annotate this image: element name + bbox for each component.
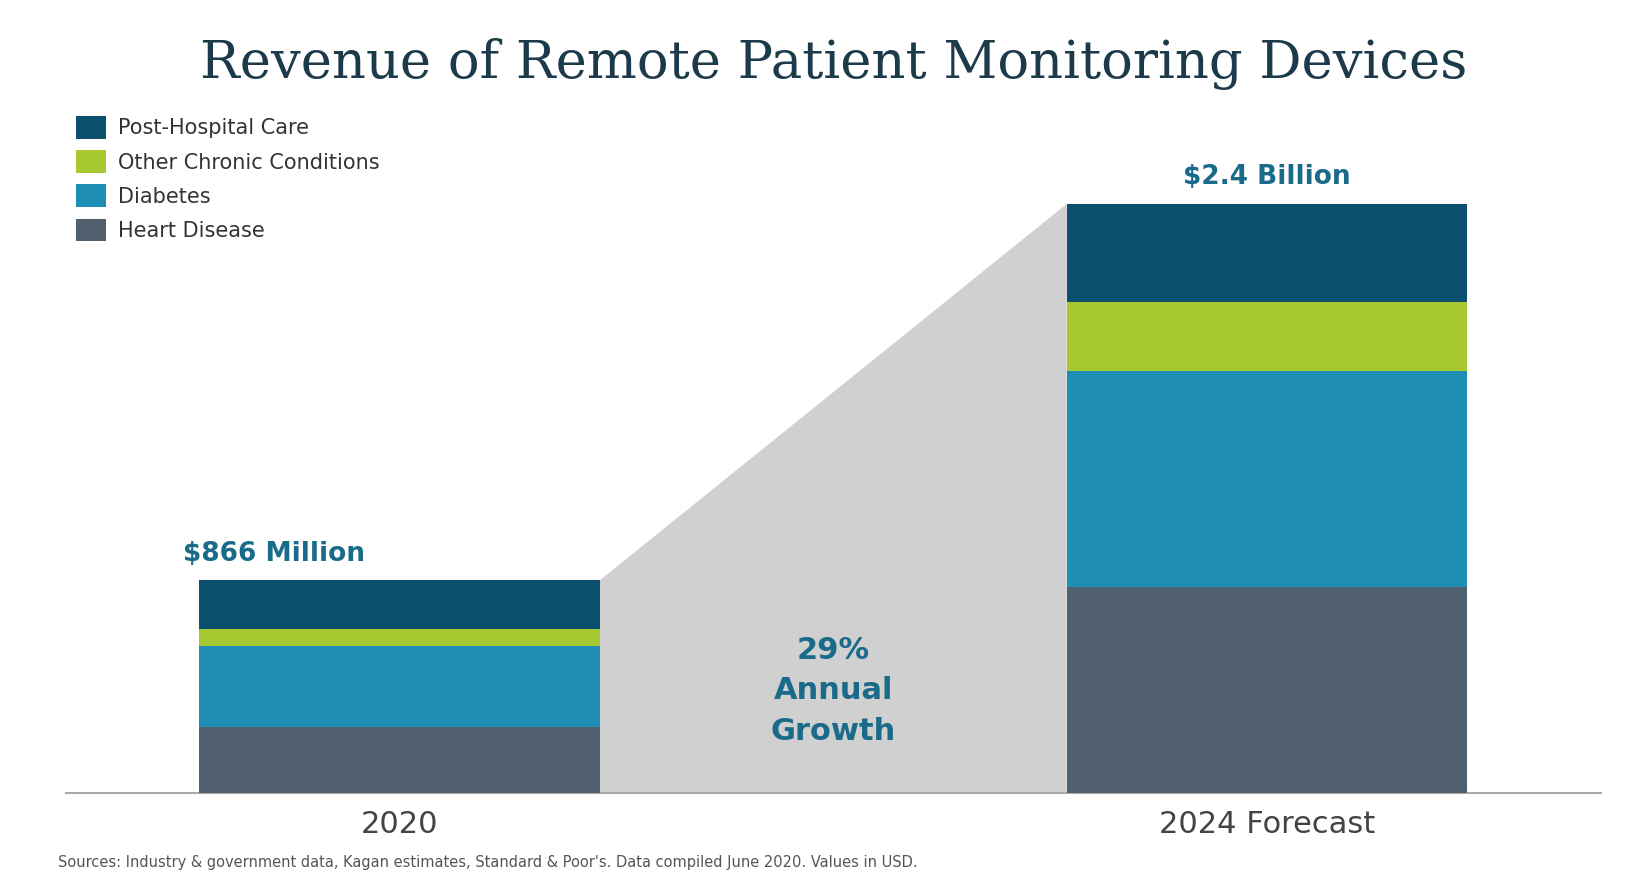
Bar <box>1068 302 1467 371</box>
Title: Revenue of Remote Patient Monitoring Devices: Revenue of Remote Patient Monitoring Dev… <box>200 38 1467 90</box>
Text: $866 Million: $866 Million <box>183 541 365 566</box>
Bar <box>1068 371 1467 587</box>
Bar <box>200 629 599 646</box>
Bar <box>200 727 599 793</box>
Legend: Post-Hospital Care, Other Chronic Conditions, Diabetes, Heart Disease: Post-Hospital Care, Other Chronic Condit… <box>76 116 380 241</box>
Bar <box>200 581 599 629</box>
Bar <box>1068 587 1467 793</box>
Text: $2.4 Billion: $2.4 Billion <box>1183 165 1351 190</box>
Text: Sources: Industry & government data, Kagan estimates, Standard & Poor's. Data co: Sources: Industry & government data, Kag… <box>58 855 917 870</box>
Bar <box>200 646 599 727</box>
Text: 29%
Annual
Growth: 29% Annual Growth <box>771 636 896 746</box>
Bar <box>1068 204 1467 302</box>
Polygon shape <box>599 204 1068 793</box>
